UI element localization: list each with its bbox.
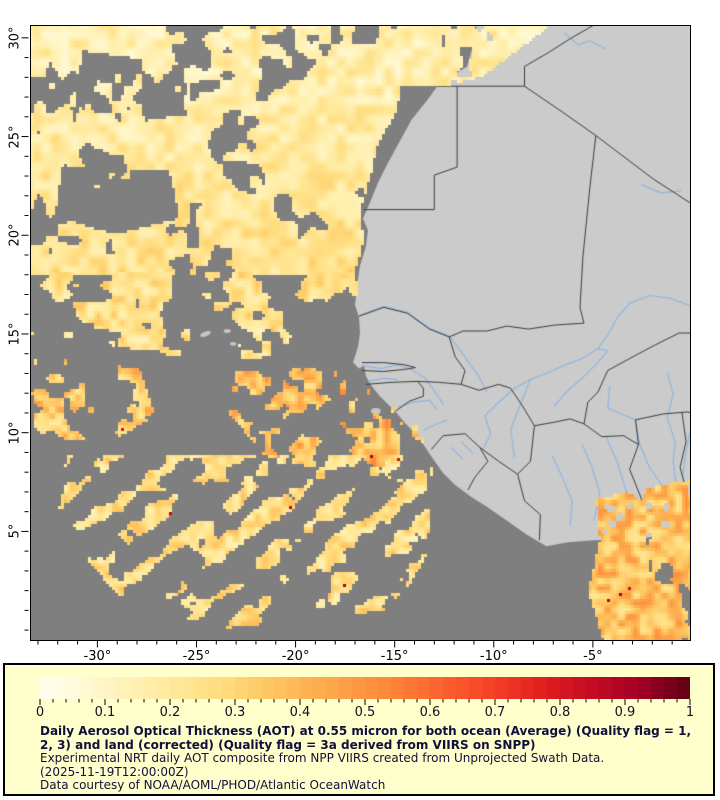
colorbar-tick-label: 0.1 — [94, 705, 116, 720]
colorbar-tick-label: 0.4 — [289, 705, 311, 720]
aot-map-canvas — [31, 26, 690, 640]
lon-tick-label: -30° — [83, 648, 112, 664]
legend-title-line-1: Daily Aerosol Optical Thickness (AOT) at… — [40, 724, 692, 738]
lat-tick-label: 20° — [7, 223, 23, 247]
legend-title-line-2: 2, 3) and land (corrected) (Quality flag… — [40, 737, 536, 752]
legend-panel: Daily Aerosol Optical Thickness (AOT) at… — [3, 663, 715, 796]
colorbar-tick-label: 0.3 — [224, 705, 246, 720]
lat-tick-label: 25° — [7, 125, 23, 149]
colorbar-tick-label: 0.2 — [159, 705, 181, 720]
colorbar-tick-label: 0.8 — [549, 705, 571, 720]
lat-tick-label: 30° — [7, 26, 23, 50]
colorbar-tick-label: 1 — [685, 705, 695, 720]
legend-subtitle: Experimental NRT daily AOT composite fro… — [40, 751, 605, 765]
legend-credit: Data courtesy of NOAA/AOML/PHOD/Atlantic… — [40, 778, 386, 792]
legend-text-block: Daily Aerosol Optical Thickness (AOT) at… — [40, 724, 692, 793]
legend-timestamp: (2025-11-19T12:00:00Z) — [40, 764, 189, 779]
colorbar-tick-label: 0 — [35, 705, 45, 720]
lon-tick-label: -25° — [182, 648, 211, 664]
lat-tick-label: 5° — [7, 524, 23, 539]
lon-tick-label: -20° — [281, 648, 310, 664]
colorbar-tick-label: 0.5 — [354, 705, 376, 720]
lat-tick-label: 15° — [7, 322, 23, 346]
map-frame — [30, 25, 691, 641]
colorbar-tick-label: 0.7 — [484, 705, 506, 720]
lat-tick-label: 10° — [7, 421, 23, 445]
colorbar — [40, 677, 690, 699]
colorbar-tick-label: 0.6 — [419, 705, 441, 720]
lon-tick-label: -10° — [479, 648, 508, 664]
lon-tick-label: -15° — [380, 648, 409, 664]
colorbar-tick-label: 0.9 — [614, 705, 636, 720]
lon-tick-label: -5° — [583, 648, 603, 664]
